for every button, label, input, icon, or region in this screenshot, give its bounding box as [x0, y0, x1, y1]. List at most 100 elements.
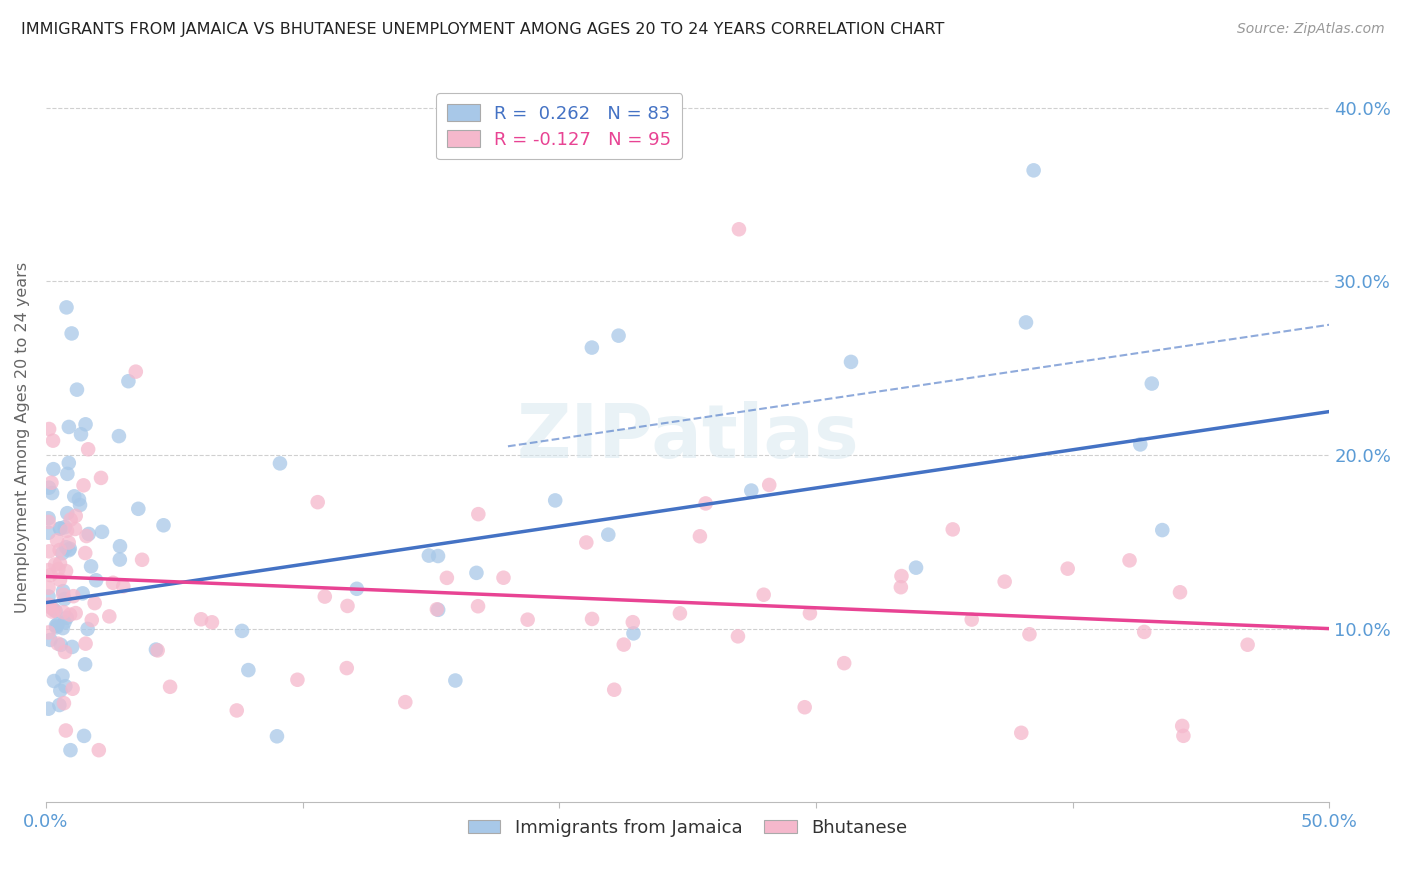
Point — [444, 673, 467, 688]
Point — [336, 599, 359, 613]
Point — [793, 700, 815, 714]
Point — [426, 602, 449, 616]
Point — [76, 622, 98, 636]
Point — [890, 569, 912, 583]
Point — [346, 582, 368, 596]
Point — [1152, 523, 1174, 537]
Point — [38, 422, 60, 436]
Point — [51, 668, 73, 682]
Point — [436, 571, 458, 585]
Point — [84, 574, 107, 588]
Point — [394, 695, 416, 709]
Legend: Immigrants from Jamaica, Bhutanese: Immigrants from Jamaica, Bhutanese — [461, 812, 914, 845]
Point — [1056, 562, 1078, 576]
Point — [581, 341, 603, 355]
Point — [131, 553, 153, 567]
Point — [70, 427, 93, 442]
Point — [58, 420, 80, 434]
Point — [146, 643, 169, 657]
Point — [516, 613, 538, 627]
Point — [1010, 726, 1032, 740]
Point — [307, 495, 329, 509]
Point — [145, 642, 167, 657]
Point — [62, 589, 84, 603]
Point — [41, 605, 63, 619]
Point — [38, 702, 60, 716]
Point — [758, 478, 780, 492]
Point — [38, 544, 60, 558]
Point — [80, 559, 103, 574]
Point — [87, 743, 110, 757]
Point — [38, 625, 60, 640]
Point — [839, 355, 862, 369]
Point — [75, 657, 97, 672]
Point — [418, 549, 440, 563]
Point — [38, 481, 60, 495]
Point — [1168, 585, 1191, 599]
Point — [108, 552, 131, 566]
Point — [190, 612, 212, 626]
Point — [52, 584, 75, 599]
Point — [53, 645, 76, 659]
Point — [101, 575, 124, 590]
Point — [581, 612, 603, 626]
Point — [66, 383, 89, 397]
Point — [1171, 719, 1194, 733]
Point — [890, 580, 912, 594]
Point — [117, 374, 139, 388]
Point — [112, 579, 135, 593]
Point — [575, 535, 598, 549]
Point — [613, 638, 636, 652]
Point — [1140, 376, 1163, 391]
Point — [75, 546, 97, 560]
Point — [740, 483, 762, 498]
Point — [467, 507, 489, 521]
Point — [59, 512, 82, 526]
Point — [52, 696, 75, 710]
Point — [59, 541, 82, 556]
Point — [1173, 729, 1195, 743]
Point — [960, 613, 983, 627]
Point — [56, 524, 79, 538]
Point — [799, 607, 821, 621]
Point — [45, 619, 67, 633]
Point — [201, 615, 224, 630]
Point — [38, 511, 60, 525]
Point — [108, 429, 131, 443]
Point — [38, 590, 60, 604]
Point — [58, 535, 80, 549]
Point — [80, 613, 103, 627]
Point — [238, 663, 260, 677]
Point — [55, 564, 77, 578]
Point — [1133, 624, 1156, 639]
Point — [623, 626, 645, 640]
Point — [492, 571, 515, 585]
Point — [67, 492, 90, 507]
Point — [58, 543, 80, 558]
Point — [336, 661, 359, 675]
Point — [48, 562, 70, 576]
Point — [56, 506, 79, 520]
Point — [231, 624, 253, 638]
Point — [544, 493, 567, 508]
Point — [42, 434, 65, 448]
Point — [1118, 553, 1140, 567]
Point — [83, 596, 105, 610]
Point — [1015, 315, 1038, 329]
Point — [73, 729, 96, 743]
Point — [39, 632, 62, 647]
Point — [77, 527, 100, 541]
Point — [752, 588, 775, 602]
Point — [1022, 163, 1045, 178]
Point — [45, 604, 67, 618]
Point — [90, 471, 112, 485]
Point — [62, 681, 84, 696]
Point — [55, 679, 77, 693]
Point — [49, 557, 72, 571]
Point — [1236, 638, 1258, 652]
Point — [38, 598, 60, 612]
Point — [1018, 627, 1040, 641]
Point — [44, 603, 66, 617]
Point — [832, 656, 855, 670]
Y-axis label: Unemployment Among Ages 20 to 24 years: Unemployment Among Ages 20 to 24 years — [15, 262, 30, 613]
